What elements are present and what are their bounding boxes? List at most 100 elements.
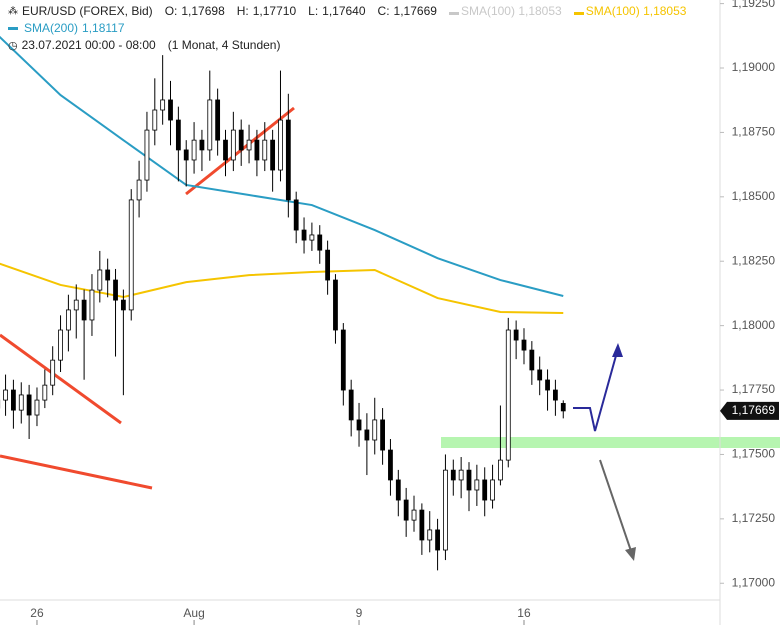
candle-body (128, 199, 134, 311)
candle-body (364, 429, 370, 441)
legend-swatch (573, 12, 584, 15)
trend-line (0, 333, 122, 425)
legend-value: 1,18053 (643, 4, 687, 18)
candle-body (490, 479, 495, 501)
candle-body (89, 289, 95, 321)
indicator-legend: SMA(100) 1,18053 (573, 4, 687, 18)
up-arrow (573, 351, 618, 432)
y-tick-label: 1,19000 (732, 60, 776, 74)
indicator-legend: SMA(100) 1,18053 (448, 4, 562, 18)
candle-body (435, 529, 440, 551)
legend-value: 1,18117 (82, 21, 125, 35)
candle-body (50, 359, 56, 386)
candle-body (325, 249, 331, 281)
candle-body (183, 149, 189, 161)
candle-body (513, 329, 519, 341)
candle-body (403, 499, 409, 521)
candle-body (215, 99, 221, 141)
candle-body (34, 399, 40, 416)
ohlc-value: 1,17710 (252, 4, 297, 18)
trend-line (0, 454, 153, 490)
candle-body (230, 129, 236, 161)
sma-line (0, 35, 564, 297)
y-tick-label: 1,17250 (732, 511, 776, 525)
candle-body (152, 109, 158, 131)
period: (1 Monat, 4 Stunden) (167, 38, 281, 52)
candle-body (73, 299, 79, 311)
candle-body (105, 269, 111, 281)
candle-body (144, 129, 150, 181)
legend-value: 1,18053 (518, 4, 562, 18)
candle-body (278, 119, 283, 171)
candle-body (388, 449, 393, 481)
ohlc-label: O: (164, 4, 178, 18)
candle-body (18, 394, 24, 411)
ohlc-label: H: (236, 4, 249, 18)
candle-body (309, 234, 315, 241)
symbol: EUR/USD (FOREX, Bid) (22, 4, 153, 18)
candle-body (113, 279, 118, 301)
legend-name: SMA(200) (24, 21, 79, 35)
date: 23.07.2021 00:00 - 08:00 (21, 38, 156, 52)
candle-body (168, 99, 173, 121)
candle-body (529, 349, 535, 371)
candle-body (521, 339, 527, 351)
candle-body (482, 479, 488, 501)
candle-body (450, 469, 456, 481)
candle-body (246, 139, 252, 151)
candle-body (26, 394, 32, 416)
candle-body (545, 379, 550, 391)
trend-line (185, 106, 295, 196)
candle-body (254, 139, 260, 161)
candle-body (333, 279, 338, 331)
down-arrow (599, 459, 632, 552)
ohlc-value: 1,17698 (181, 4, 225, 18)
candle-body (317, 234, 323, 251)
candle-body (560, 403, 566, 412)
candle-body (419, 509, 425, 541)
x-tick-label: Aug (183, 606, 204, 620)
candle-body (191, 139, 197, 161)
candle-body (372, 419, 378, 441)
candle-body (356, 419, 362, 431)
candle-body (81, 299, 87, 321)
legend-name: SMA(100) (460, 4, 515, 18)
candle-body (199, 139, 205, 151)
candle-body (207, 99, 213, 151)
y-tick-label: 1,18500 (732, 189, 776, 203)
date-row: ◷ 23.07.2021 00:00 - 08:00 (1 Monat, 4 S… (8, 38, 280, 52)
candle-body (285, 119, 291, 201)
candle-body (458, 469, 464, 481)
candle-body (348, 389, 354, 421)
ohlc-label: L: (308, 4, 319, 18)
candle-body (301, 229, 307, 241)
candle-body (120, 299, 126, 311)
icon: ⁂ (8, 5, 18, 17)
candle-body (97, 269, 103, 291)
up-arrow-head (612, 343, 623, 357)
candle-body (537, 369, 543, 381)
legend-swatch (448, 12, 459, 15)
y-tick-label: 1,17750 (732, 382, 776, 396)
candle-body (411, 509, 417, 521)
y-tick-label: 1,17000 (732, 575, 776, 589)
header-row: ⁂ EUR/USD (FOREX, Bid) O: 1,17698 H: 1,177… (8, 4, 686, 18)
candle-body (553, 389, 558, 401)
support-zone (441, 437, 780, 448)
candle-body (65, 309, 71, 331)
candle-body (223, 139, 228, 161)
candle-body (42, 384, 48, 401)
candle-body (293, 199, 299, 231)
ohlc-label: C: (377, 4, 390, 18)
candle-body (466, 469, 472, 491)
y-tick-label: 1,18250 (732, 253, 776, 267)
legend-name: SMA(100) (585, 4, 640, 18)
y-tick-label: 1,18000 (732, 318, 776, 332)
x-tick-label: 9 (356, 606, 363, 620)
y-tick-label: 1,19250 (732, 0, 776, 10)
candle-body (498, 459, 503, 481)
x-tick-label: 16 (517, 606, 531, 620)
y-tick-label: 1,17500 (732, 447, 776, 461)
